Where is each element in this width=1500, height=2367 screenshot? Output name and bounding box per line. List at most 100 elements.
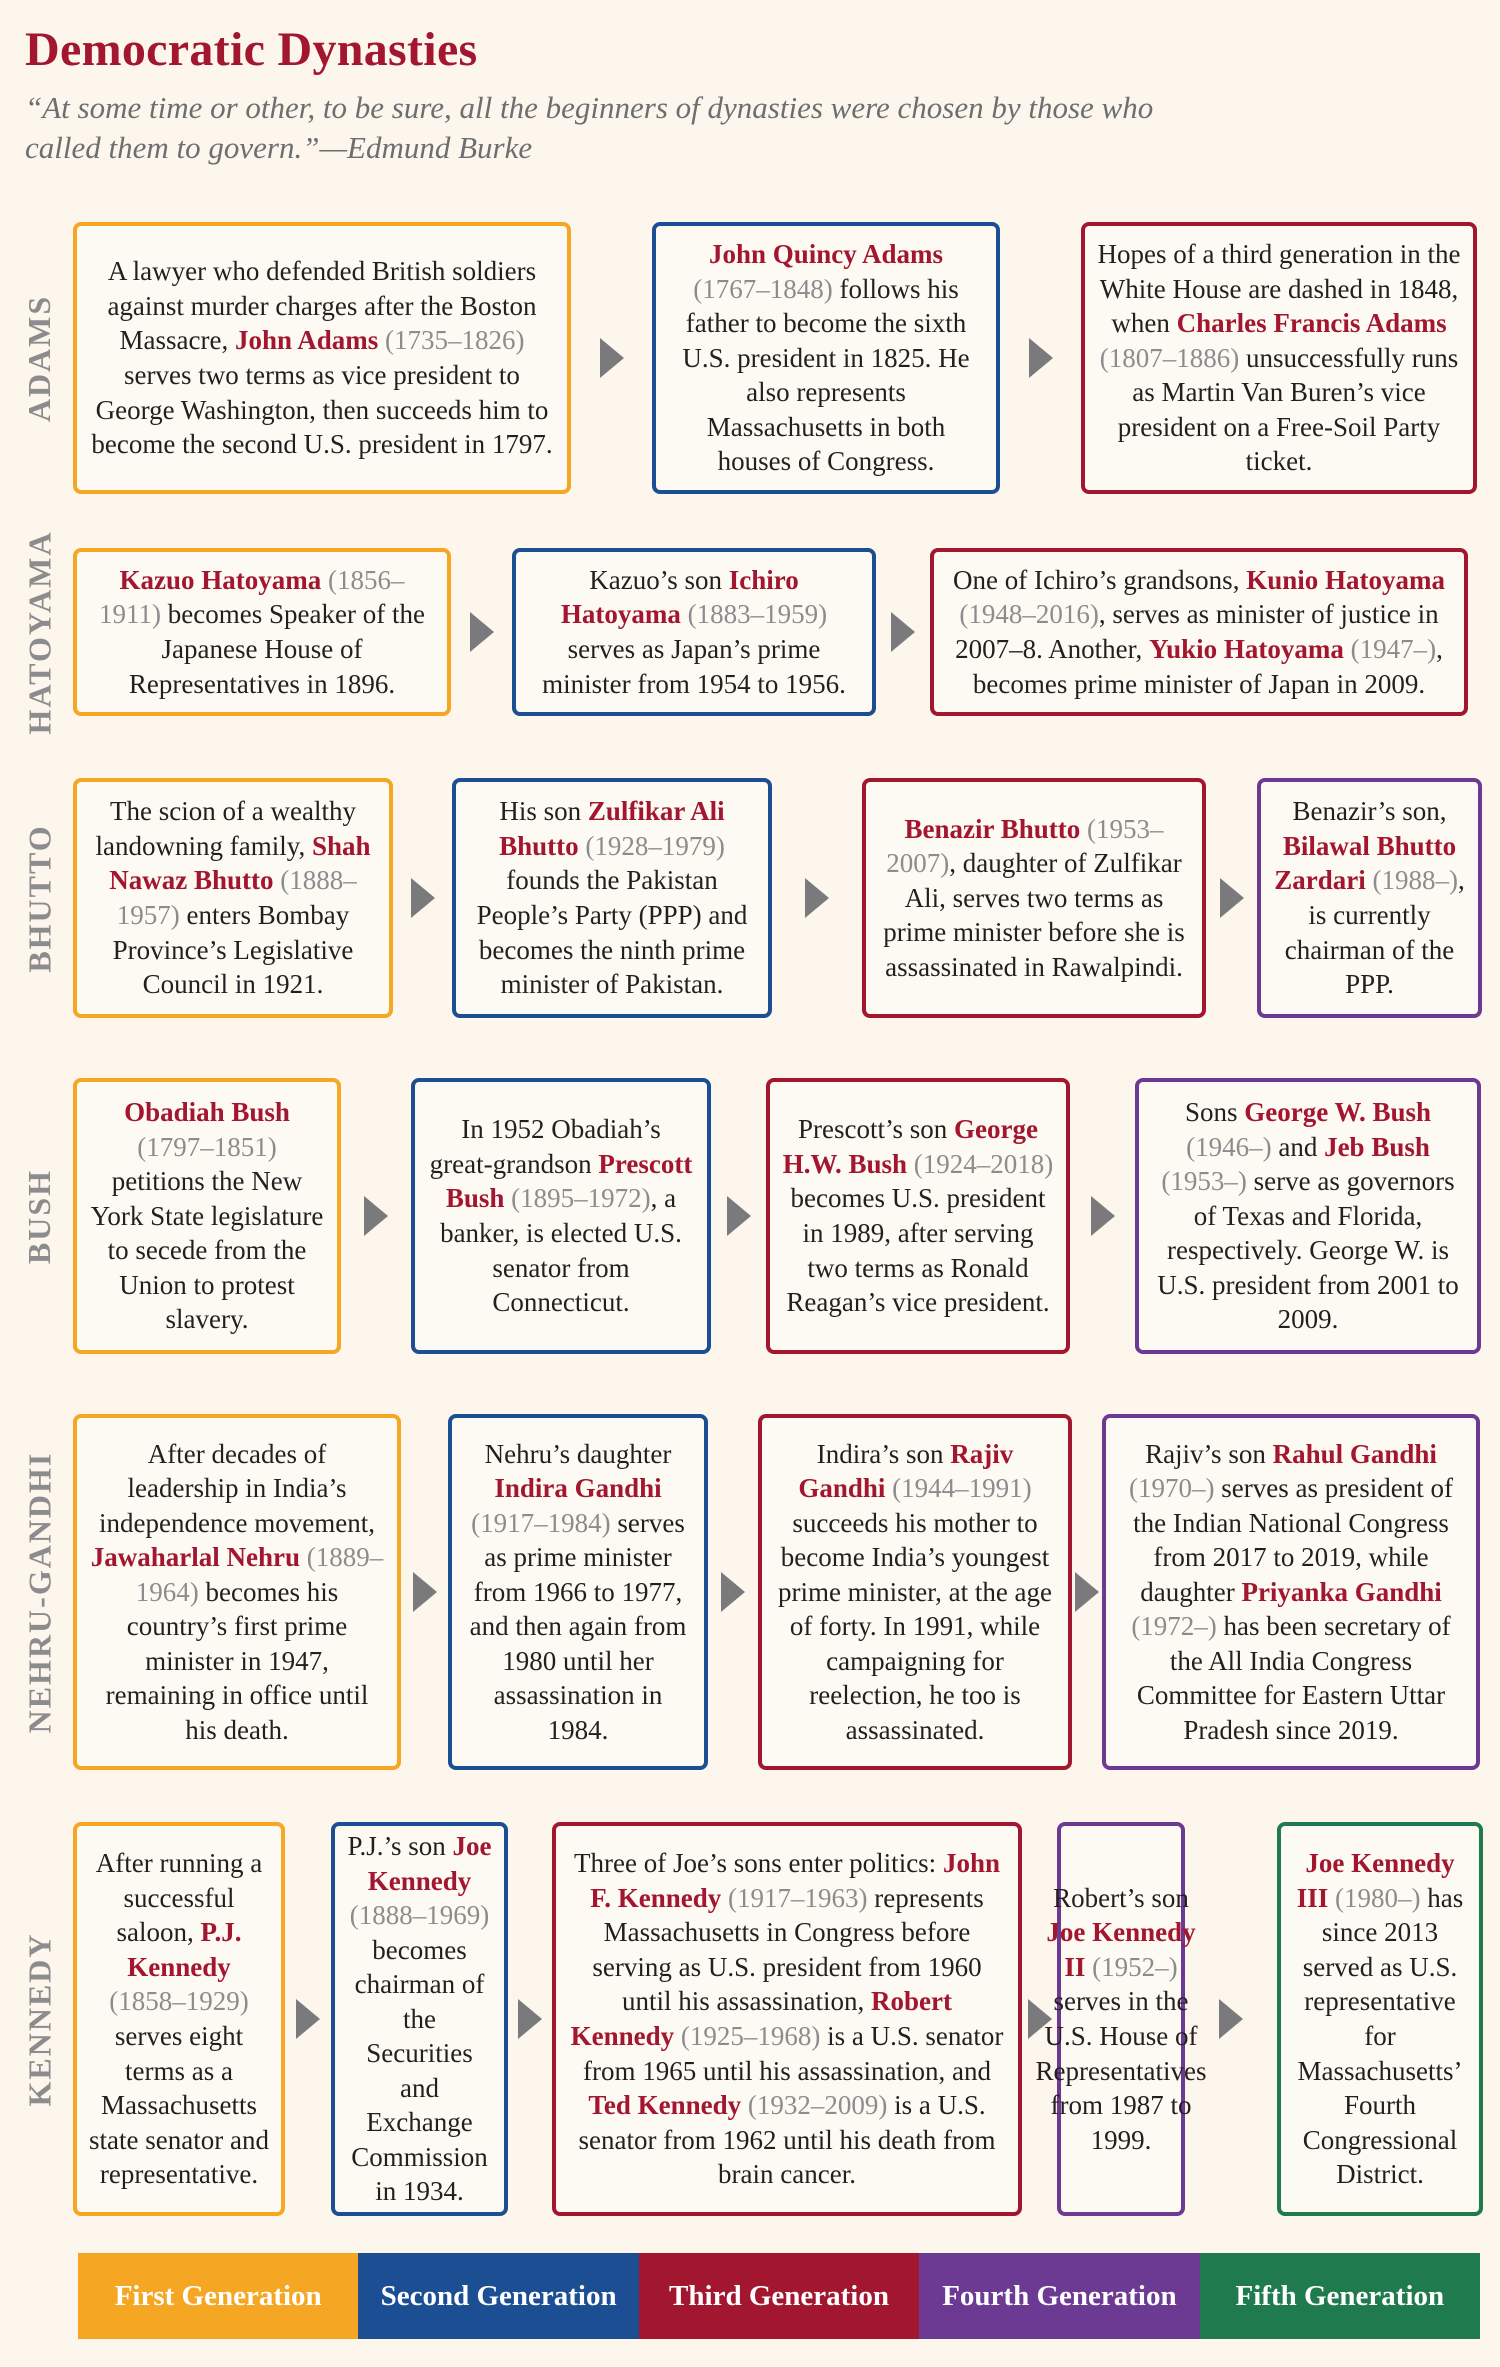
life-years: (1980–) [1328, 1882, 1421, 1913]
generation-text: Obadiah Bush (1797–1851) petitions the N… [89, 1095, 325, 1337]
generation-box: Benazir Bhutto (1953–2007), daughter of … [862, 778, 1206, 1018]
description-text: has been secretary of the All India Cong… [1136, 1611, 1451, 1745]
description-text: becomes chairman of the Securities and E… [351, 1934, 488, 2207]
description-text: becomes Speaker of the Japanese House of… [128, 599, 425, 699]
life-years: (1948–2016) [959, 599, 1099, 630]
generation-text: Nehru’s daughter Indira Gandhi (1917–198… [464, 1437, 692, 1748]
generation-box: In 1952 Obadiah’s great-grandson Prescot… [411, 1078, 711, 1354]
description-text: is a U.S. senator from 1962 until his de… [578, 2090, 996, 2190]
description-text: Sons [1184, 1097, 1245, 1128]
description-text: , serves as minister of justice in 2007–… [955, 599, 1439, 664]
succession-arrow-icon [1027, 1999, 1052, 2039]
description-text: serves two terms as vice president to Ge… [91, 360, 553, 460]
generation-box: Prescott’s son George H.W. Bush (1924–20… [766, 1078, 1070, 1354]
description-text: serves as Japan’s prime minister from 19… [542, 634, 846, 699]
life-years: (1917–1963) [721, 1882, 868, 1913]
succession-arrow-icon [364, 1196, 388, 1236]
family-name: HATOYAMA [21, 530, 58, 734]
life-years: (1972–) [1131, 1611, 1217, 1642]
family-name: ADAMS [21, 294, 58, 422]
generation-text: Hopes of a third generation in the White… [1097, 237, 1461, 479]
description-text: Three of Joe’s sons enter politics: [574, 1848, 943, 1879]
description-text: P.J.’s son [347, 1831, 453, 1861]
description-text: One of Ichiro’s grandsons, [953, 564, 1247, 595]
person-name: Kunio Hatoyama [1246, 564, 1445, 595]
generation-text: In 1952 Obadiah’s great-grandson Prescot… [427, 1112, 695, 1319]
generation-text: The scion of a wealthy landowning family… [89, 794, 377, 1001]
person-name: Benazir Bhutto [904, 813, 1081, 844]
succession-arrow-icon [1028, 338, 1053, 378]
succession-arrow-icon [891, 612, 915, 652]
description-text: becomes his country’s first prime minist… [105, 1576, 369, 1745]
family-label: BHUTTO [18, 778, 62, 1018]
person-name: Priyanka Gandhi [1241, 1576, 1442, 1607]
life-years: (1883–1959) [680, 599, 828, 630]
succession-arrow-icon [1075, 1572, 1099, 1612]
description-text: Indira’s son [816, 1438, 951, 1469]
life-years: (1888–1957) [116, 865, 357, 930]
succession-arrow-icon [1219, 878, 1244, 918]
generation-box: Kazuo Hatoyama (1856–1911) becomes Speak… [73, 548, 451, 716]
description-text: After running a successful saloon, [95, 1848, 263, 1948]
generation-box: His son Zulfikar Ali Bhutto (1928–1979) … [452, 778, 772, 1018]
description-text: becomes U.S. president in 1989, after se… [786, 1183, 1050, 1318]
description-text: is a U.S. senator from 1965 until his as… [583, 2021, 1004, 2086]
description-text: unsuccessfully runs as Martin Van Buren’… [1117, 342, 1459, 477]
description-text: Rajiv’s son [1145, 1438, 1273, 1469]
person-name: Jawaharlal Nehru [90, 1542, 300, 1573]
person-name: Joe Kennedy [367, 1831, 492, 1896]
generation-box: Obadiah Bush (1797–1851) petitions the N… [73, 1078, 341, 1354]
generation-text: Prescott’s son George H.W. Bush (1924–20… [782, 1112, 1054, 1319]
description-text: , becomes prime minister of Japan in 200… [972, 634, 1443, 699]
person-name: Obadiah Bush [124, 1097, 290, 1128]
succession-arrow-icon [469, 612, 494, 652]
life-years: (1735–1826) [378, 325, 525, 356]
description-text: , a banker, is elected U.S. senator from… [440, 1183, 682, 1318]
succession-arrow-icon [599, 338, 624, 378]
person-name: John F. Kennedy [590, 1848, 1000, 1913]
description-text: enters Bombay Province’s Legislative Cou… [112, 900, 354, 1000]
succession-arrow-icon [518, 1999, 542, 2039]
description-text: serve as governors of Texas and Florida,… [1157, 1166, 1459, 1335]
life-years: (1767–1848) [693, 273, 833, 304]
person-name: Ted Kennedy [588, 2090, 742, 2121]
generation-box: Hopes of a third generation in the White… [1081, 222, 1477, 494]
generation-box: P.J.’s son Joe Kennedy (1888–1969) becom… [331, 1822, 508, 2216]
generation-box: A lawyer who defended British soldiers a… [73, 222, 571, 494]
generation-text: After running a successful saloon, P.J. … [89, 1846, 269, 2191]
legend-item: Fifth Generation [1199, 2253, 1481, 2339]
succession-arrow-icon [296, 1999, 320, 2039]
life-years: (1988–) [1365, 865, 1458, 896]
description-text: succeeds his mother to become India’s yo… [777, 1507, 1053, 1745]
description-text: petitions the New York State legislature… [90, 1166, 324, 1335]
life-years: (1928–1979) [578, 830, 725, 861]
description-text: serves in the U.S. House of Representati… [1035, 1986, 1207, 2155]
succession-arrow-icon [726, 1196, 751, 1236]
family-name: NEHRU-GANDHI [21, 1451, 58, 1733]
generation-text: Three of Joe’s sons enter politics: John… [568, 1846, 1006, 2191]
person-name: John Adams [234, 325, 379, 356]
generation-box: After running a successful saloon, P.J. … [73, 1822, 285, 2216]
dynasty-row-adams: ADAMS A lawyer who defended British soldi… [0, 222, 1500, 494]
description-text: , daughter of Zulfikar Ali, serves two t… [883, 848, 1185, 982]
description-text: Kazuo’s son [589, 564, 729, 595]
description-text: A lawyer who defended British soldiers a… [107, 256, 537, 356]
life-years: (1946–) [1186, 1131, 1272, 1162]
description-text: Nehru’s daughter [484, 1438, 672, 1469]
description-text: Benazir’s son, [1292, 796, 1447, 827]
life-years: (1953–2007) [886, 813, 1164, 879]
person-name: Joe Kennedy III [1296, 1848, 1455, 1913]
generation-legend: First Generation Second Generation Third G… [78, 2253, 1481, 2339]
person-name: Jeb Bush [1324, 1131, 1430, 1162]
person-name: Prescott Bush [445, 1148, 693, 1214]
generation-text: John Quincy Adams (1767–1848) follows hi… [668, 237, 984, 479]
generation-box: Kazuo’s son Ichiro Hatoyama (1883–1959) … [512, 548, 876, 716]
person-name: Joe Kennedy II [1046, 1917, 1196, 1982]
description-text: Prescott’s son [798, 1114, 955, 1145]
succession-arrow-icon [412, 1572, 437, 1612]
generation-text: His son Zulfikar Ali Bhutto (1928–1979) … [468, 794, 756, 1001]
family-label: ADAMS [18, 222, 62, 494]
generation-box: Joe Kennedy III (1980–) has since 2013 s… [1277, 1822, 1483, 2216]
dynasty-row-bush: BUSH Obadiah Bush (1797–1851) petitions t… [0, 1078, 1500, 1354]
generation-box: Three of Joe’s sons enter politics: John… [552, 1822, 1022, 2216]
